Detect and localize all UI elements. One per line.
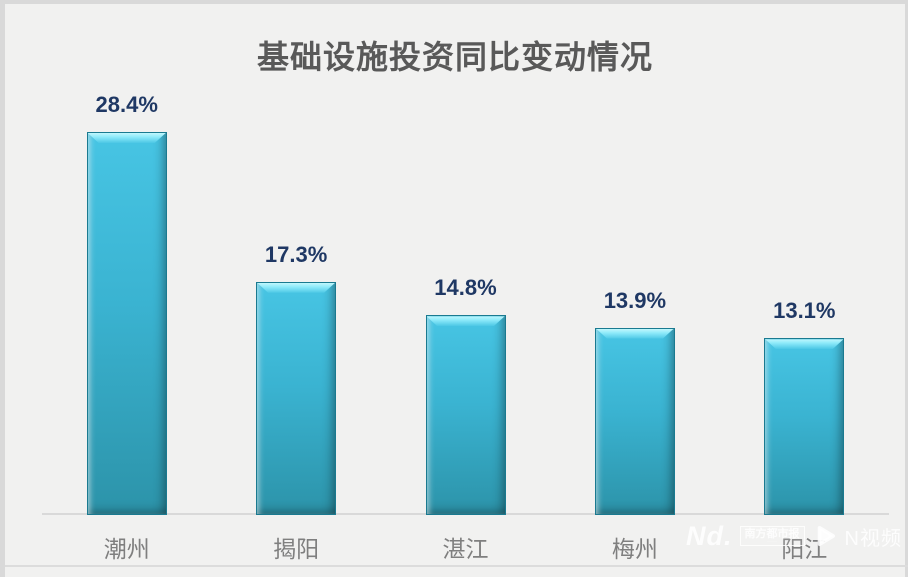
bar (594, 327, 675, 515)
bar (425, 315, 506, 515)
category-label: 潮州 (103, 536, 150, 562)
category-label: 阳江 (781, 536, 828, 562)
category-label: 揭阳 (273, 536, 320, 562)
bar-value-label: 14.8% (434, 275, 497, 301)
chart-title: 基础设施投资同比变动情况 (256, 39, 653, 75)
bar (764, 338, 845, 515)
category-label: 湛江 (442, 536, 489, 562)
chart-canvas: 基础设施投资同比变动情况 28.4% 潮州 17.3% 揭阳 14.8% 湛江 … (5, 4, 908, 577)
bar (256, 281, 337, 515)
bar-value-label: 13.9% (603, 287, 667, 313)
bar-value-label: 28.4% (95, 92, 158, 118)
bar-chart-plot-area: 28.4% 潮州 17.3% 揭阳 14.8% 湛江 13.9% 梅州 13.1… (5, 4, 908, 577)
bar-value-label: 17.3% (264, 241, 328, 267)
bar-value-label: 13.1% (773, 298, 836, 324)
category-label: 梅州 (611, 536, 658, 562)
bottom-divider-line (5, 565, 908, 567)
bar (86, 132, 167, 515)
